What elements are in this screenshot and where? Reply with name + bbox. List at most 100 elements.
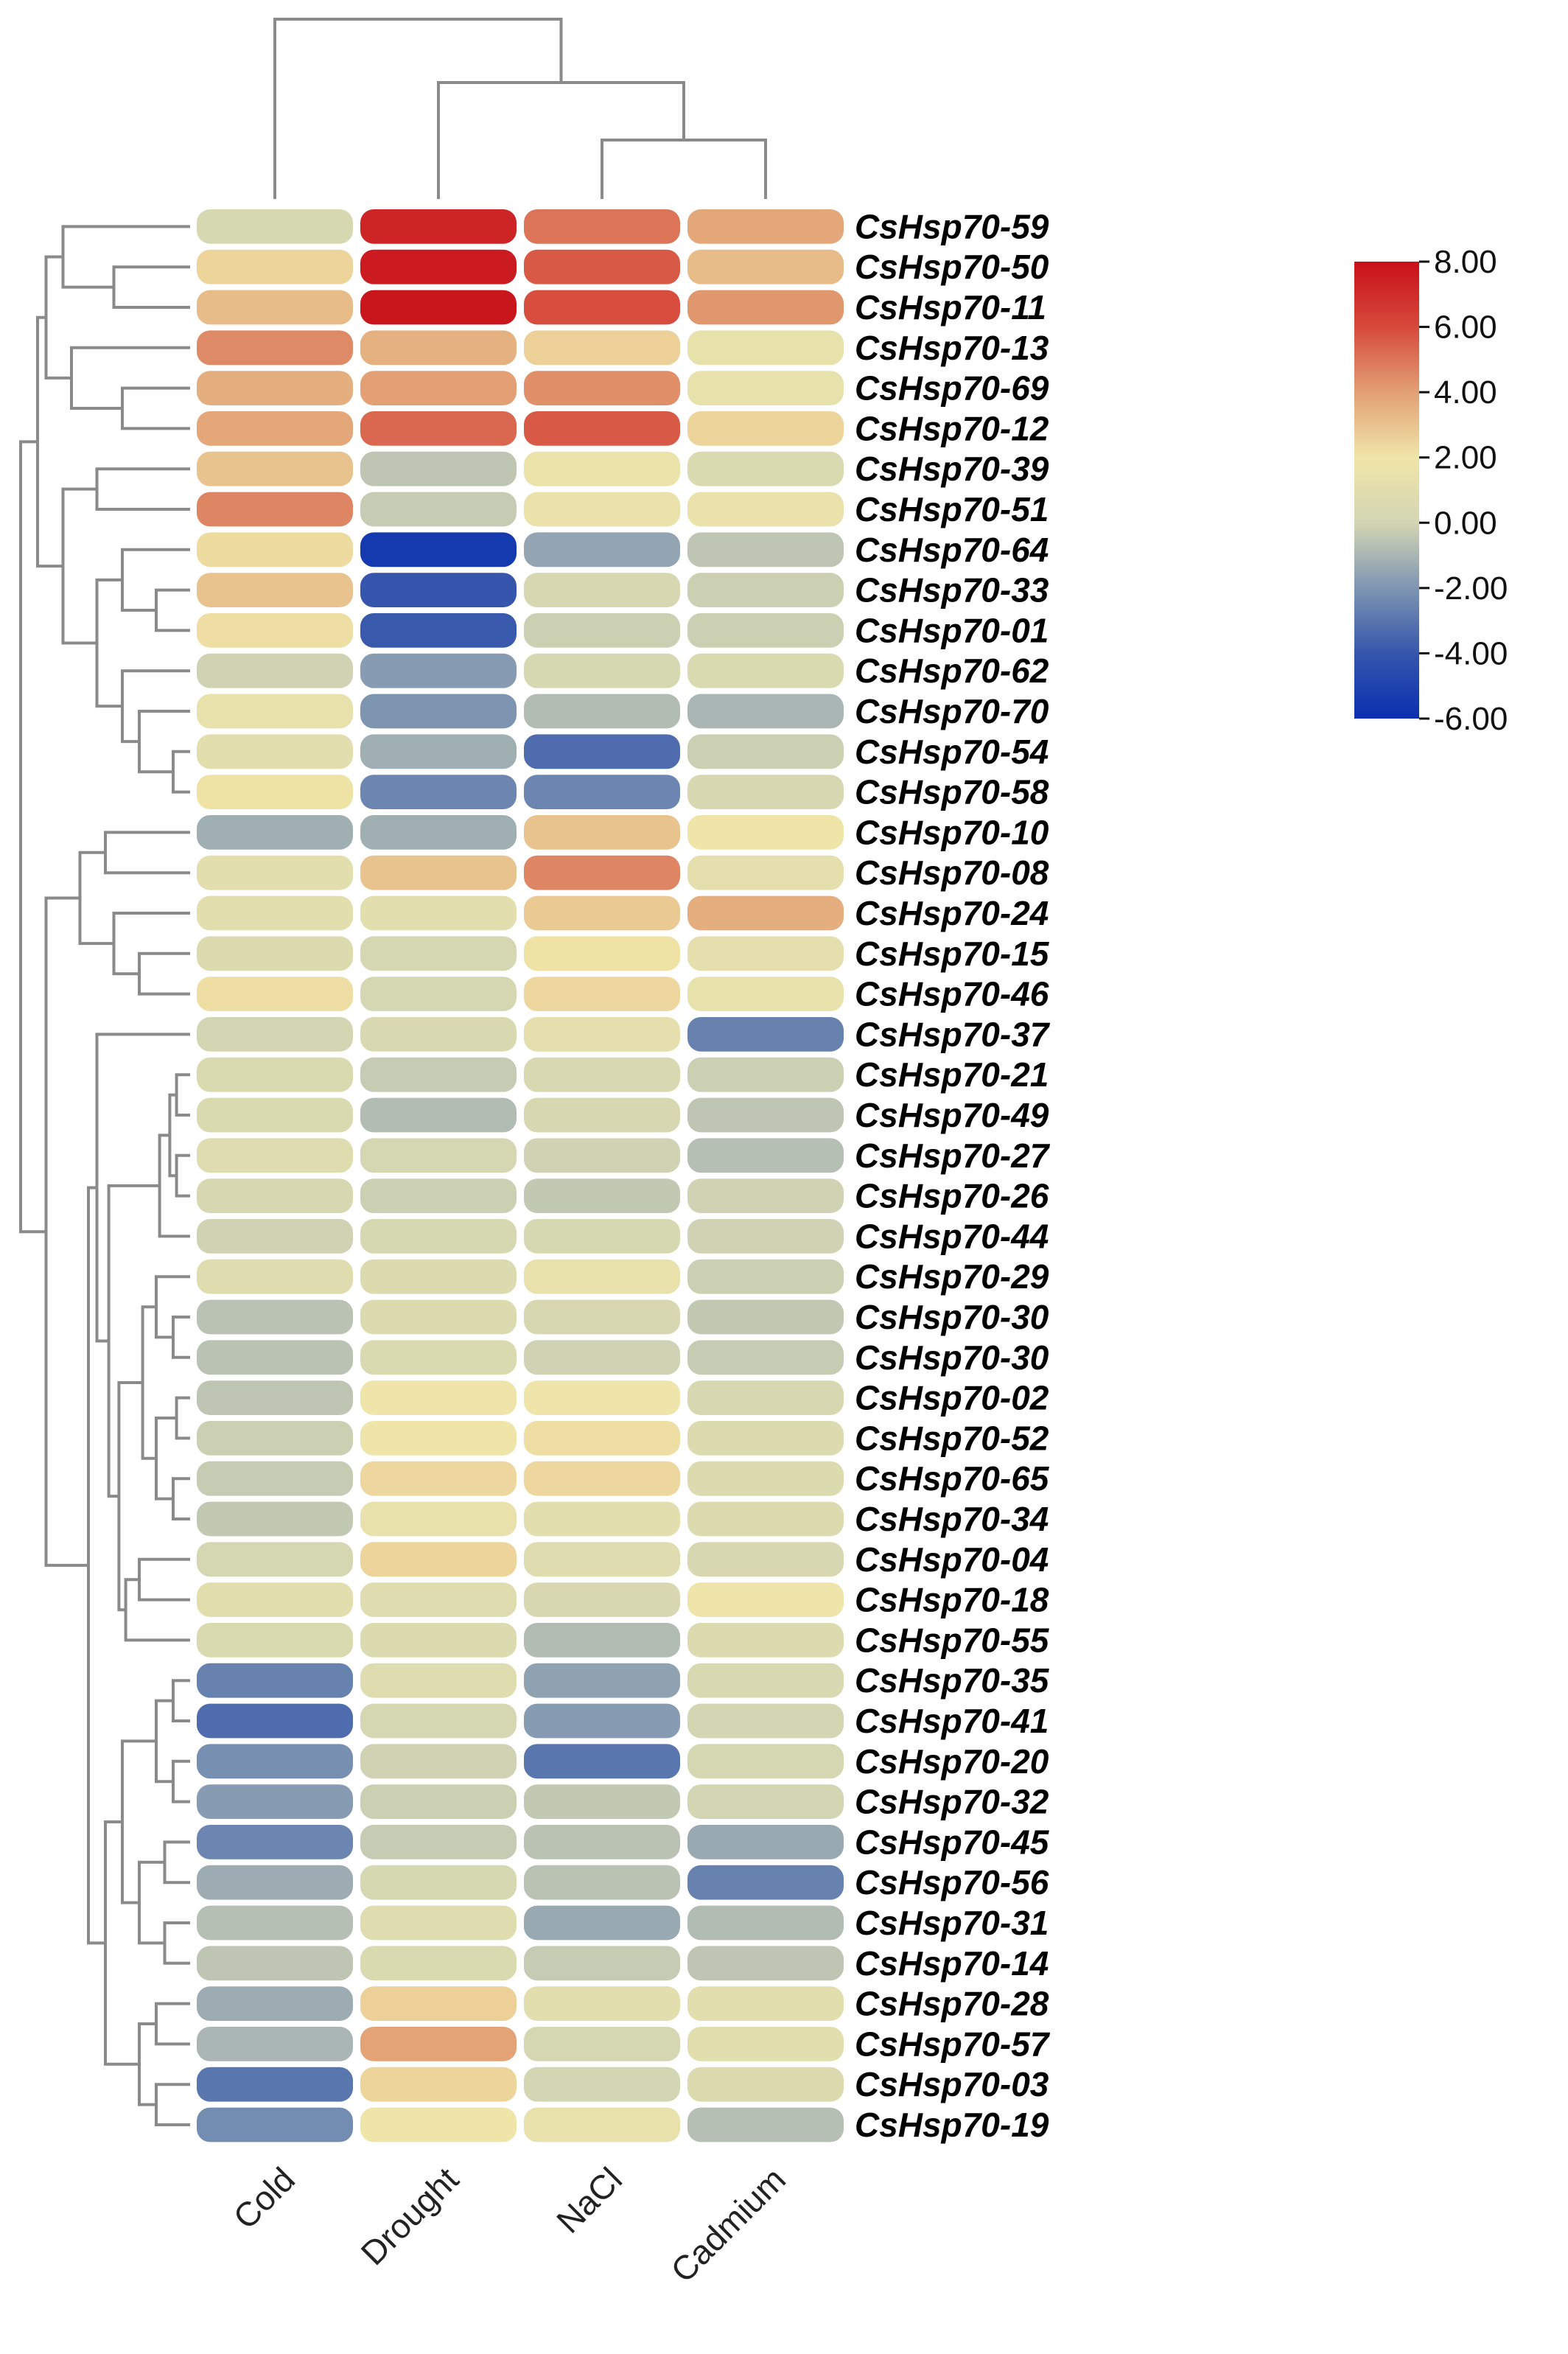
heatmap-cell [197,1178,353,1213]
row-dendrogram [19,225,190,2126]
heatmap-cell [360,1663,517,1698]
dendrogram-branch [172,1679,190,1722]
heatmap-cell [524,1825,680,1859]
dendrogram-branch [172,750,190,794]
heatmap-cell [524,1582,680,1617]
heatmap-cell [524,1986,680,2021]
heatmap-cell [360,1905,517,1941]
heatmap-cell [360,1501,517,1537]
dendrogram-branch [19,440,46,1234]
dendrogram-branch [124,1578,190,1642]
heatmap-cell [197,855,353,890]
dendrogram-branch [138,951,190,996]
row-label: CsHsp70-52 [855,1419,1049,1457]
dendrogram-branch [61,487,97,645]
heatmap-cell [524,1784,680,1819]
heatmap-cell [360,977,517,1011]
heatmap-cell [197,1138,353,1173]
heatmap-cell [524,330,680,366]
row-label: CsHsp70-69 [855,369,1049,408]
heatmap-cell [197,290,353,325]
row-label: CsHsp70-11 [855,288,1046,326]
heatmap-cell [197,1380,353,1415]
heatmap-cell [524,1461,680,1496]
row-label: CsHsp70-37 [855,1015,1051,1053]
heatmap-cell [197,775,353,809]
heatmap-cell [197,1421,353,1456]
heatmap-cell [687,2027,844,2061]
heatmap-cell [360,1865,517,1900]
heatmap-cell [687,532,844,567]
dendrogram-branch [104,831,190,875]
column-label: Cadmium [663,2160,793,2290]
heatmap-cell [687,1057,844,1092]
heatmap-cell [360,1219,517,1254]
heatmap-cell [687,1623,844,1658]
heatmap-cell [687,1340,844,1375]
dendrogram-branch [112,912,190,976]
dendrogram-branch [175,1073,190,1117]
heatmap-cell [687,1703,844,1739]
heatmap-cell [197,1582,353,1617]
dendrogram-branch [44,255,71,380]
heatmap-cell [197,2067,353,2102]
row-label: CsHsp70-49 [855,1096,1049,1134]
heatmap-cell [524,573,680,607]
row-label: CsHsp70-26 [855,1177,1049,1215]
heatmap-cell [687,249,844,284]
row-label: CsHsp70-44 [855,1217,1049,1255]
row-label: CsHsp70-65 [855,1459,1050,1498]
dendrogram-branch [155,2083,190,2126]
row-label: CsHsp70-30 [855,1338,1049,1377]
heatmap-cell [360,1825,517,1859]
heatmap-cell [197,1259,353,1294]
dendrogram-branch [121,669,190,744]
heatmap-cell [197,1946,353,1981]
heatmap-cell [687,653,844,688]
heatmap-cell [197,2027,353,2061]
row-label: CsHsp70-29 [855,1257,1049,1296]
row-label: CsHsp70-57 [855,2025,1051,2063]
heatmap-cell [524,1299,680,1335]
row-label: CsHsp70-18 [855,1581,1049,1619]
heatmap-cell [197,1905,353,1941]
heatmap-cell [687,1744,844,1779]
row-label: CsHsp70-56 [855,1863,1049,1901]
heatmap-cell [524,1905,680,1941]
row-labels: CsHsp70-59CsHsp70-50CsHsp70-11CsHsp70-13… [855,207,1051,2144]
heatmap-cell [524,1380,680,1415]
dendrogram-branch [95,578,122,708]
dendrogram-branch [601,139,767,199]
heatmap-cell [524,1340,680,1375]
dendrogram-branch [172,1759,190,1803]
row-label: CsHsp70-33 [855,571,1049,610]
dendrogram-branch [273,18,563,199]
heatmap-cell [524,532,680,567]
heatmap-cell [687,2107,844,2142]
heatmap-cell [360,573,517,607]
heatmap-cell [687,330,844,366]
dendrogram-branch [155,2002,190,2046]
heatmap-cell [524,1501,680,1537]
heatmap-cell [687,1259,844,1294]
column-labels: Cold Drought NaCl Cadmium [225,2160,793,2290]
dendrogram-branch [172,1316,190,1359]
heatmap-cell [197,411,353,446]
heatmap-cell [360,1623,517,1658]
heatmap-cell [687,1501,844,1537]
heatmap-cell [687,775,844,809]
row-label: CsHsp70-30 [855,1298,1049,1336]
heatmap-cell [197,1986,353,2021]
heatmap-cell [360,1421,517,1456]
color-scale-ticks: 8.00 6.00 4.00 2.00 0.00 -2.00 -4.00 -6.00 [1419,244,1508,737]
legend-tick-label: -2.00 [1434,570,1508,607]
heatmap-cell [360,815,517,850]
heatmap-cell [197,1865,353,1900]
heatmap-cell [687,1299,844,1335]
row-label: CsHsp70-03 [855,2065,1049,2103]
legend-tick-label: 8.00 [1434,244,1497,280]
column-label: NaCl [549,2160,629,2241]
row-label: CsHsp70-32 [855,1783,1049,1821]
heatmap-cell [687,1017,844,1052]
